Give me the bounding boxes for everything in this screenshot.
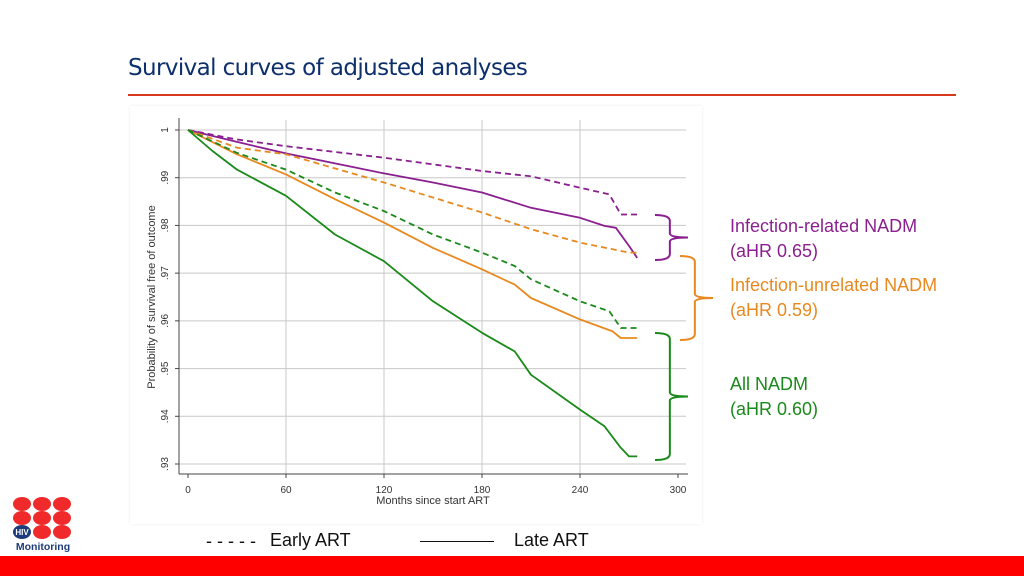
annotation-ahr: (aHR 0.59) [730,300,819,320]
x-tick-label: 60 [280,485,292,496]
x-tick-label: 300 [670,485,687,496]
x-tick-label: 120 [376,485,393,496]
title-underline [128,94,956,96]
y-tick-label: .98 [160,218,171,232]
annotation-infection-related: Infection-related NADM (aHR 0.65) [730,214,917,264]
series-line-infection-unrelated-nadmearly [187,129,638,254]
svg-text:HIV: HIV [15,528,29,537]
y-tick-label: .93 [160,457,171,471]
y-axis-label: Probability of survival free of outcome [146,205,158,388]
series-line-infection-related-nadmlate [187,129,638,259]
chart-panel [130,106,702,524]
solid-line-swatch [420,540,494,542]
annotation-all-nadm: All NADM (aHR 0.60) [730,372,818,422]
y-tick-label: .96 [160,313,171,327]
annotation-infection-unrelated: Infection-unrelated NADM (aHR 0.59) [730,273,937,323]
legend-late-art: Late ART [420,530,589,551]
y-tick-label: 1 [160,127,171,133]
annotation-ahr: (aHR 0.65) [730,241,819,261]
brace-infection-related [654,214,689,261]
legend-early-art: - - - - - Early ART [206,530,351,552]
x-tick-label: 180 [474,485,491,496]
x-axis-label: Months since start ART [376,495,490,507]
annotation-label: Infection-unrelated NADM [730,275,938,295]
brace-infection-unrelated [679,255,714,341]
series-line-infection-related-nadmearly [187,129,638,216]
annotation-label: All NADM [730,374,809,394]
dashed-line-swatch: - - - - - [206,530,256,551]
legend-label: Late ART [514,530,589,550]
legend-label: Early ART [269,530,351,550]
annotation-label: Infection-related NADM [730,216,918,236]
x-tick-label: 0 [185,485,191,496]
series-line-infection-unrelated-nadmlate [187,129,638,339]
hiv-monitoring-logo: HIV Monitoring [13,497,71,553]
brace-all-nadm [654,332,689,461]
series-line-all-nadmlate [187,129,638,458]
footer-bar [0,556,1024,576]
y-tick-label: .94 [160,409,171,423]
y-tick-label: .97 [160,266,171,280]
slide-title: Survival curves of adjusted analyses [128,55,528,81]
svg-text:Monitoring: Monitoring [16,541,70,553]
y-tick-label: .95 [160,361,171,375]
y-tick-label: .99 [160,170,171,184]
x-tick-label: 240 [572,485,589,496]
series-line-all-nadmearly [187,129,638,329]
annotation-ahr: (aHR 0.60) [730,399,819,419]
